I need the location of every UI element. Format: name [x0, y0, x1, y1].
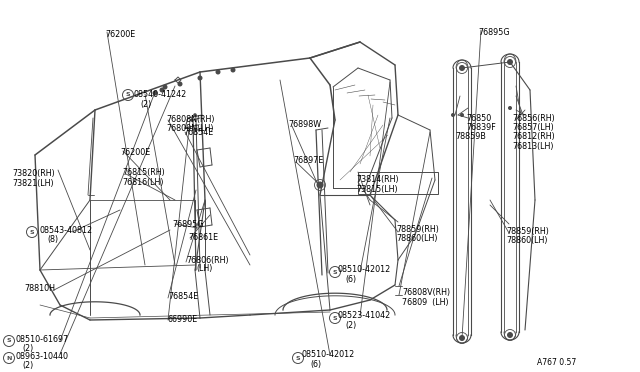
Text: 73820(RH): 73820(RH) — [12, 169, 55, 178]
Text: 76857(LH): 76857(LH) — [512, 123, 554, 132]
Text: 78859(RH): 78859(RH) — [506, 227, 549, 236]
Circle shape — [230, 67, 236, 73]
Text: (2): (2) — [22, 361, 33, 370]
Text: (2): (2) — [140, 100, 151, 109]
Text: (6): (6) — [345, 275, 356, 284]
Circle shape — [507, 332, 513, 338]
Text: 08543-40812: 08543-40812 — [40, 226, 93, 235]
Circle shape — [459, 335, 465, 341]
Circle shape — [460, 113, 464, 117]
Text: S: S — [125, 93, 131, 97]
Text: 76861E: 76861E — [188, 233, 218, 242]
Text: (LH): (LH) — [196, 264, 212, 273]
Text: 76850: 76850 — [466, 114, 492, 123]
Text: 08963-10440: 08963-10440 — [16, 352, 69, 361]
Text: 76895G: 76895G — [172, 220, 204, 229]
Text: 76809  (LH): 76809 (LH) — [402, 298, 449, 307]
Text: 76854E: 76854E — [183, 128, 213, 137]
Text: 76200E: 76200E — [105, 30, 135, 39]
Text: 78859B: 78859B — [455, 132, 486, 141]
Circle shape — [198, 76, 202, 80]
Text: 78810H: 78810H — [24, 284, 55, 293]
Text: 76816(LH): 76816(LH) — [122, 178, 163, 187]
Circle shape — [508, 106, 512, 110]
Text: 76898W: 76898W — [288, 120, 321, 129]
Text: 76806(RH): 76806(RH) — [186, 256, 228, 265]
Circle shape — [163, 84, 168, 90]
Text: A767 0.57: A767 0.57 — [537, 358, 576, 367]
Circle shape — [190, 118, 194, 122]
Text: 76808V(RH): 76808V(RH) — [402, 288, 450, 297]
Text: N: N — [6, 356, 12, 360]
Text: 73815(LH): 73815(LH) — [356, 185, 397, 194]
Circle shape — [177, 81, 182, 87]
Text: 08510-42012: 08510-42012 — [338, 265, 391, 274]
Text: 66990E: 66990E — [168, 315, 198, 324]
Circle shape — [507, 59, 513, 65]
Text: 76815(RH): 76815(RH) — [122, 168, 164, 177]
Text: 76808N(RH): 76808N(RH) — [166, 115, 214, 124]
Text: S: S — [6, 339, 12, 343]
Circle shape — [159, 87, 164, 93]
Text: 76895G: 76895G — [478, 28, 509, 37]
Circle shape — [451, 113, 455, 117]
Text: 76809N(LH): 76809N(LH) — [166, 124, 214, 133]
Text: 76812(RH): 76812(RH) — [512, 132, 555, 141]
Text: 08510-61697: 08510-61697 — [16, 335, 69, 344]
Text: (2): (2) — [345, 321, 356, 330]
Text: (8): (8) — [47, 235, 58, 244]
Text: 78859(RH): 78859(RH) — [396, 225, 439, 234]
Circle shape — [459, 65, 465, 71]
Text: S: S — [296, 356, 300, 360]
Text: S: S — [333, 315, 337, 321]
Text: 76856(RH): 76856(RH) — [512, 114, 555, 123]
Bar — [358, 172, 438, 194]
Text: S: S — [333, 269, 337, 275]
Text: (6): (6) — [310, 360, 321, 369]
Text: (2): (2) — [22, 344, 33, 353]
Circle shape — [193, 113, 197, 117]
Text: 76854E: 76854E — [168, 292, 198, 301]
Text: S: S — [29, 230, 35, 234]
Text: 78860(LH): 78860(LH) — [506, 236, 547, 245]
Circle shape — [152, 90, 157, 96]
Circle shape — [216, 70, 221, 74]
Text: 76200E: 76200E — [120, 148, 150, 157]
Text: 76813(LH): 76813(LH) — [512, 142, 554, 151]
Text: 08510-42012: 08510-42012 — [302, 350, 355, 359]
Text: 08523-41042: 08523-41042 — [338, 311, 391, 320]
Text: 78860(LH): 78860(LH) — [396, 234, 438, 243]
Text: 73814(RH): 73814(RH) — [356, 175, 399, 184]
Text: 73821(LH): 73821(LH) — [12, 179, 54, 188]
Text: 76839F: 76839F — [466, 123, 496, 132]
Circle shape — [317, 182, 323, 189]
Text: 76897E: 76897E — [293, 156, 323, 165]
Text: 08540-41242: 08540-41242 — [134, 90, 188, 99]
